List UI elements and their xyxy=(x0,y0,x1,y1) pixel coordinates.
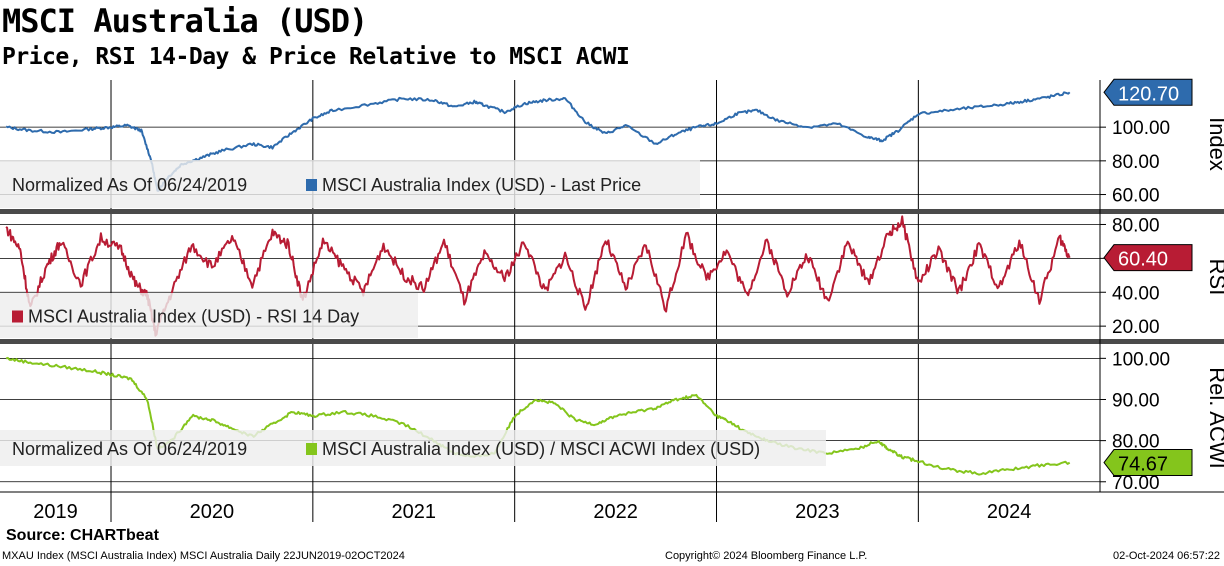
y-axis-title: Rel. ACWI xyxy=(1205,367,1224,468)
legend-note: Normalized As Of 06/24/2019 xyxy=(12,439,247,459)
y-tick-label: 80.00 xyxy=(1112,215,1160,236)
year-tick-label: 2019 xyxy=(33,501,78,523)
last-value-badge xyxy=(1103,78,1193,106)
legend-note: Normalized As Of 06/24/2019 xyxy=(12,175,247,195)
panel-divider xyxy=(0,209,1224,214)
y-tick-label: 80.00 xyxy=(1112,152,1160,173)
y-tick-label: 100.00 xyxy=(1112,118,1170,139)
year-tick-label: 2023 xyxy=(795,501,840,523)
last-value-badge xyxy=(1103,449,1193,477)
source-label: Source: CHARTbeat xyxy=(6,527,159,544)
footer-copyright: Copyright© 2024 Bloomberg Finance L.P. xyxy=(665,550,868,562)
legend-box xyxy=(0,430,826,466)
y-tick-label: 80.00 xyxy=(1112,432,1160,453)
legend-label: MSCI Australia Index (USD) - Last Price xyxy=(322,175,641,195)
last-value-label: 60.40 xyxy=(1118,249,1168,271)
last-value-badge xyxy=(1103,244,1193,272)
last-value-label: 120.70 xyxy=(1118,83,1179,105)
y-tick-label: 100.00 xyxy=(1112,349,1170,370)
chart-subtitle: Price, RSI 14-Day & Price Relative to MS… xyxy=(2,44,630,70)
y-axis-title: Index xyxy=(1205,117,1224,171)
y-tick-label: 90.00 xyxy=(1112,390,1160,411)
y-tick-label: 40.00 xyxy=(1112,283,1160,304)
panel-divider xyxy=(0,339,1224,344)
year-tick-label: 2022 xyxy=(593,501,638,523)
legend-box xyxy=(0,160,700,208)
legend-swatch xyxy=(12,310,23,323)
y-tick-label: 60.00 xyxy=(1112,186,1160,207)
chart-title: MSCI Australia (USD) xyxy=(2,2,368,40)
footer-timestamp: 02-Oct-2024 06:57:22 xyxy=(1112,550,1220,562)
legend-swatch xyxy=(306,179,317,191)
y-axis-title: RSI xyxy=(1205,259,1224,296)
legend-box xyxy=(0,293,418,338)
y-tick-label: 70.00 xyxy=(1112,473,1160,494)
legend-label: MSCI Australia Index (USD) - RSI 14 Day xyxy=(28,307,359,327)
last-value-label: 74.67 xyxy=(1118,454,1168,476)
year-tick-label: 2024 xyxy=(987,501,1032,523)
legend-label: MSCI Australia Index (USD) / MSCI ACWI I… xyxy=(322,439,760,459)
footer-left: MXAU Index (MSCI Australia Index) MSCI A… xyxy=(2,550,405,562)
y-tick-label: 20.00 xyxy=(1112,317,1160,338)
legend-swatch xyxy=(306,443,317,455)
year-tick-label: 2021 xyxy=(392,501,437,523)
year-tick-label: 2020 xyxy=(190,501,235,523)
